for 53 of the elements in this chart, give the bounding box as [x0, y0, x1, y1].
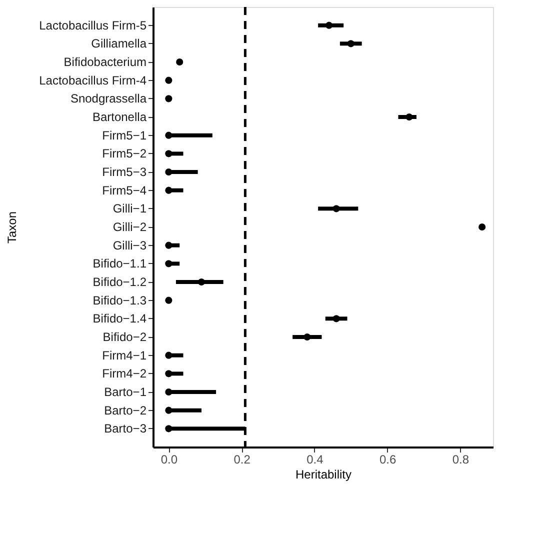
point [478, 223, 486, 231]
y-tick-label: Bifido−1.2 [92, 275, 147, 289]
y-tick-label: Gilliamella [91, 36, 147, 51]
point [165, 406, 172, 414]
point [165, 388, 172, 396]
y-tick-label: Snodgrassella [70, 92, 147, 106]
point [165, 242, 172, 249]
x-tick-label: 0.8 [452, 452, 470, 466]
y-tick-label: Firm5−4 [102, 183, 147, 198]
y-tick-label: Firm5−3 [102, 165, 147, 179]
y-tick-label: Firm4−1 [102, 348, 147, 362]
point [165, 296, 172, 304]
y-tick-label: Barto−3 [104, 422, 147, 436]
point [304, 333, 311, 341]
y-tick-label: Firm5−1 [102, 128, 147, 142]
point [198, 278, 206, 286]
y-tick-label: Bifido−1.3 [92, 293, 147, 308]
y-tick-label: Bartonella [92, 110, 147, 124]
y-tick-label: Firm5−2 [102, 146, 147, 161]
x-tick-label: 0.6 [379, 452, 396, 466]
y-tick-label: Gilli−1 [112, 202, 147, 216]
y-tick-label: Bifido−1.1 [92, 256, 147, 271]
y-tick-label: Firm4−2 [102, 366, 147, 381]
point [406, 113, 413, 121]
x-tick-label: 0.4 [306, 452, 324, 466]
point [325, 22, 333, 29]
y-tick-label: Lactobacillus Firm-4 [39, 73, 147, 88]
x-tick-label: 0.0 [160, 452, 178, 466]
point [165, 150, 172, 158]
point [332, 315, 340, 322]
point [165, 370, 172, 378]
y-tick-label: Gilli−2 [112, 220, 147, 234]
point [165, 76, 172, 84]
point [165, 425, 172, 432]
point [347, 40, 354, 48]
point [176, 58, 184, 66]
y-tick-label: Barto−2 [104, 403, 147, 418]
point [165, 352, 172, 359]
point [165, 132, 172, 139]
point [165, 168, 172, 176]
point [165, 260, 172, 268]
y-tick-label: Bifido−1.4 [92, 312, 147, 326]
y-tick-label: Lactobacillus Firm-5 [39, 18, 147, 32]
x-axis-title: Heritability [295, 468, 352, 482]
x-tick-label: 0.2 [234, 452, 251, 466]
y-tick-label: Gilli−3 [112, 238, 147, 252]
y-tick-label: Barto−1 [104, 385, 147, 399]
y-axis-title: Taxon [5, 211, 20, 244]
y-tick-label: Bifidobacterium [64, 55, 146, 69]
point [165, 186, 172, 194]
point [165, 95, 172, 102]
point [332, 205, 340, 212]
y-tick-label: Bifido−2 [102, 330, 147, 344]
